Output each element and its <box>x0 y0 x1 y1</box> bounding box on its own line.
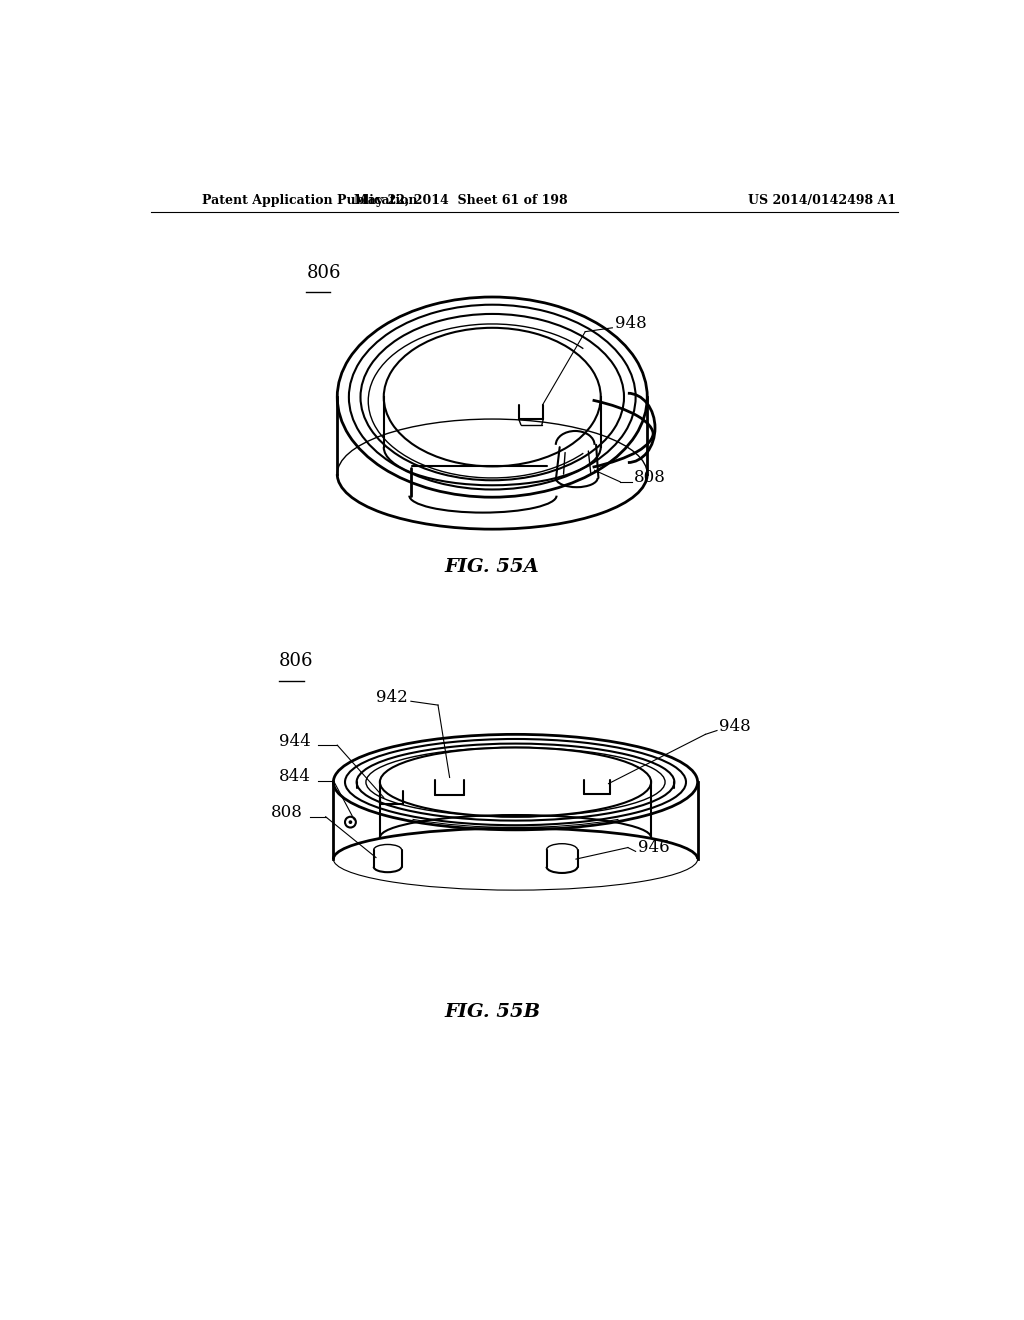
Text: FIG. 55B: FIG. 55B <box>444 1003 541 1020</box>
Circle shape <box>349 821 351 824</box>
Text: May 22, 2014  Sheet 61 of 198: May 22, 2014 Sheet 61 of 198 <box>354 194 568 207</box>
Text: 808: 808 <box>634 470 666 487</box>
Text: 808: 808 <box>271 804 303 821</box>
Text: 948: 948 <box>719 718 751 735</box>
Text: FIG. 55A: FIG. 55A <box>444 557 540 576</box>
Text: US 2014/0142498 A1: US 2014/0142498 A1 <box>748 194 896 207</box>
Text: 948: 948 <box>614 315 646 333</box>
Text: 806: 806 <box>280 652 313 671</box>
Text: Patent Application Publication: Patent Application Publication <box>202 194 417 207</box>
Text: 946: 946 <box>638 840 670 857</box>
Text: 806: 806 <box>306 264 341 281</box>
Text: 944: 944 <box>280 733 311 750</box>
Text: 844: 844 <box>280 768 311 785</box>
Text: 942: 942 <box>376 689 408 706</box>
